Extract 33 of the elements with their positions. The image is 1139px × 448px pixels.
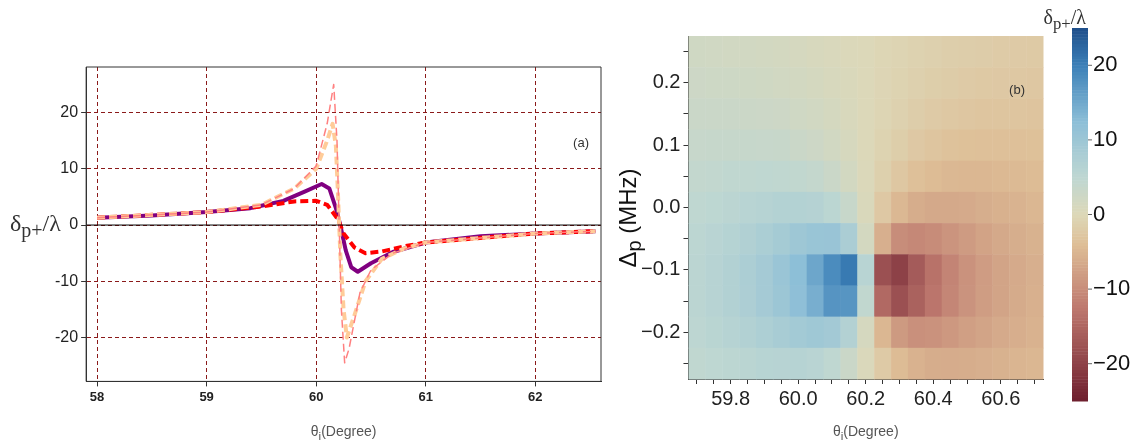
y-tick-label: 20 [60,102,79,120]
x-tick-label: 60.0 [778,386,818,409]
x-tick-label: 60.2 [846,386,886,409]
annotation: (b) [1009,82,1025,97]
y-tick-label: -20 [55,327,79,345]
line-series [96,83,597,364]
x-tick-label: 62 [528,388,543,404]
x-axis-title: θ$_{i}$(Degree) [310,423,377,442]
x-tick-label: 60.4 [913,386,953,409]
x-tick-label: 59.8 [711,386,751,409]
y-tick-label: -10 [55,271,79,289]
x-tick-label: 60 [308,388,324,404]
color-bar-label: 10 [1093,125,1118,151]
y-tick-label: 10 [60,159,79,177]
y-tick-label: 0.0 [652,195,681,218]
line-series [95,121,598,340]
y-tick-label: 0.2 [652,70,681,93]
annotation: (a) [573,135,589,150]
color-bar-label: −20 [1093,349,1131,375]
x-axis-title: θ$_{i}$(Degree) [832,423,899,442]
y-tick-label: 0 [69,215,79,233]
x-tick-label: 58 [89,388,105,404]
color-bar-title: δ$_{p+}$/λ [1043,6,1086,34]
x-tick-label: 59 [199,388,214,404]
x-tick-label: 60.6 [981,386,1021,409]
y-axis-title: δ$_{p+}$/λ [10,210,61,242]
y-tick-label: −0.1 [641,257,681,280]
y-tick-label: 0.1 [652,132,681,155]
color-bar-label: 20 [1093,51,1118,77]
x-tick-label: 61 [418,388,433,404]
y-tick-label: −0.2 [641,319,681,342]
color-bar-label: −10 [1093,275,1131,301]
color-bar-label: 0 [1093,200,1106,226]
